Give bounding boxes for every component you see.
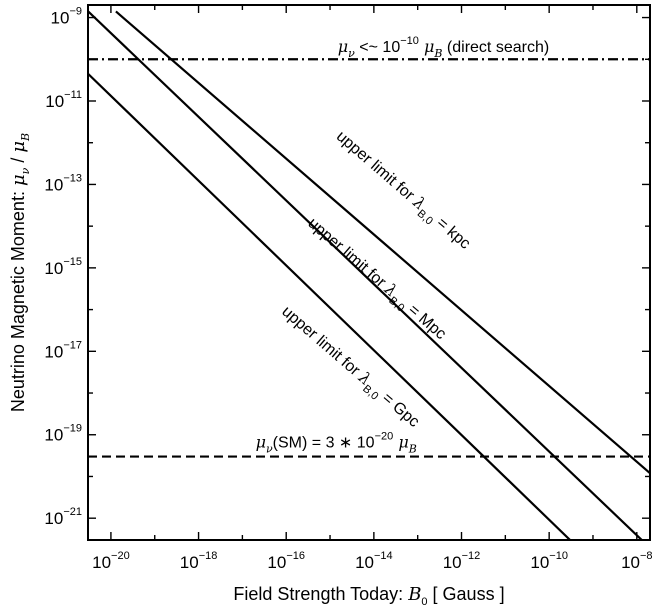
y-tick-label: 10−13	[44, 172, 82, 194]
x-tick-label: 10−20	[92, 550, 130, 572]
plot-frame	[87, 4, 651, 541]
line-label-2: upper limit for λB,0 = Gpc	[276, 302, 424, 434]
line-label-1: upper limit for λB,0 = Mpc	[302, 213, 451, 346]
hline-label-3: μν <~ 10−10 μB (direct search)	[338, 35, 549, 60]
series-line-1	[88, 9, 643, 540]
x-axis-ticks: 10−20 10−18 10−16 10−14 10−12 10−10 10−8	[92, 5, 653, 572]
y-tick-label: 10−21	[44, 506, 82, 528]
series-line-0	[115, 10, 650, 474]
y-axis-ticks: 10−21 10−19 10−17 10−15 10−13 10−11 10−9	[44, 6, 650, 528]
y-tick-label: 10−15	[44, 256, 82, 278]
y-tick-label: 10−19	[44, 423, 82, 445]
plot-elements	[88, 9, 650, 540]
hline-label-4: μν(SM) = 3 ∗ 10−20 μB	[256, 430, 417, 455]
x-tick-label: 10−18	[180, 550, 218, 572]
y-axis-label: Neutrino Magnetic Moment: μν / μB	[8, 133, 32, 412]
y-tick-label: 10−17	[44, 339, 82, 361]
y-tick-label: 10−9	[51, 6, 82, 28]
x-tick-label: 10−14	[355, 550, 393, 572]
x-tick-label: 10−8	[621, 550, 652, 572]
line-label-0: upper limit for λB,0 = kpc	[330, 126, 475, 255]
y-tick-label: 10−11	[45, 89, 82, 111]
x-tick-label: 10−12	[443, 550, 481, 572]
series-line-2	[88, 72, 571, 540]
x-tick-label: 10−16	[267, 550, 305, 572]
x-tick-label: 10−10	[530, 550, 568, 572]
x-axis-label: Field Strength Today: B0 [ Gauss ]	[233, 584, 504, 608]
